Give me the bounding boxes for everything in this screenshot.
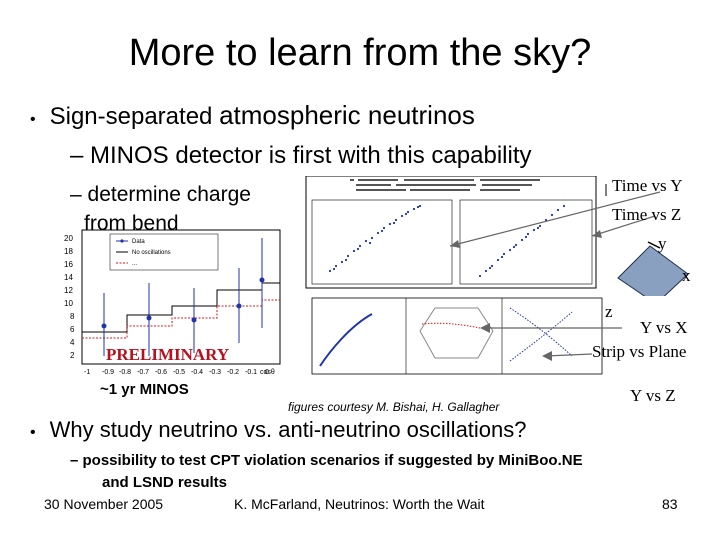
event-display-bottom: [311, 297, 603, 375]
y-tick: 16: [64, 260, 73, 269]
footer-author: K. McFarland, Neutrinos: Worth the Wait: [234, 496, 485, 512]
x-tick: -1: [84, 369, 90, 376]
bullet-why-study: • Why study neutrino vs. anti-neutrino os…: [30, 417, 527, 443]
x-tick: -0.9: [102, 369, 114, 376]
minos-histogram: 20 18 16 14 12 10 8 6 4 2 -1 -0.9 -0.8 -…: [64, 229, 281, 376]
y-tick: 20: [64, 234, 73, 243]
sub-bullet-cpt-line2: and LSND results: [102, 474, 228, 491]
x-tick: -0.6: [155, 369, 167, 376]
bullet-marker: •: [30, 424, 36, 441]
bullet-emphasis: atmospheric neutrinos: [219, 100, 475, 130]
y-tick: 8: [70, 312, 75, 321]
slide-title: More to learn from the sky?: [128, 32, 592, 74]
label-time-vs-z: Time vs Z: [612, 205, 682, 224]
footer-date: 30 November 2005: [44, 496, 164, 512]
x-tick: -0.1: [245, 369, 257, 376]
legend-prediction: ...: [132, 261, 137, 267]
x-tick: -0.8: [119, 369, 131, 376]
x-tick: -0.3: [209, 369, 221, 376]
bullet-atmospheric: • Sign-separated atmospheric neutrinos: [30, 100, 475, 131]
y-tick: 4: [70, 338, 75, 347]
bullet-why-study-text: Why study neutrino vs. anti-neutrino osc…: [49, 417, 527, 442]
sub-bullet-charge-line1: – determine charge: [70, 183, 251, 206]
sub-bullet-charge-line2: from bend: [84, 212, 179, 235]
x-tick: -0.5: [173, 369, 185, 376]
label-time-vs-y: Time vs Y: [612, 176, 683, 195]
axis-label-y: y: [658, 234, 667, 253]
y-tick: 18: [64, 247, 73, 256]
y-tick: 6: [70, 325, 75, 334]
x-tick: -0.7: [137, 369, 149, 376]
axis-label-x: x: [682, 266, 691, 285]
y-tick: 14: [64, 273, 73, 282]
x-axis-label: cosθ: [260, 369, 275, 376]
footer-page-number: 83: [662, 496, 678, 512]
bullet-marker: •: [30, 111, 36, 128]
x-tick: 0: [265, 369, 269, 376]
event-display-top: [305, 176, 689, 296]
minos-caption: ~1 yr MINOS: [100, 381, 189, 398]
bottom-arrows: [480, 323, 622, 361]
y-tick: 10: [64, 299, 73, 308]
legend-no-osc: No oscillations: [132, 250, 171, 256]
bullet-prefix: Sign-separated: [49, 103, 220, 130]
legend-data: Data: [132, 239, 145, 245]
figure-courtesy: figures courtesy M. Bishai, H. Gallagher: [288, 400, 500, 414]
axis-label-z: z: [605, 302, 613, 321]
preliminary-stamp: PRELIMINARY: [106, 345, 229, 364]
x-tick: -0.4: [191, 369, 203, 376]
label-y-vs-z: Y vs Z: [630, 386, 676, 405]
label-y-vs-x: Y vs X: [640, 318, 688, 337]
sub-bullet-minos: – MINOS detector is first with this capa…: [70, 142, 532, 169]
label-strip-vs-plane: Strip vs Plane: [592, 342, 687, 361]
y-tick: 12: [64, 286, 73, 295]
sub-bullet-cpt-line1: – possibility to test CPT violation scen…: [70, 452, 583, 469]
y-tick: 2: [70, 351, 75, 360]
x-tick: -0.2: [227, 369, 239, 376]
sub-bullet-cpt: – possibility to test CPT violation scen…: [70, 450, 670, 494]
sub-bullet-charge: – determine charge from bend: [70, 180, 251, 238]
